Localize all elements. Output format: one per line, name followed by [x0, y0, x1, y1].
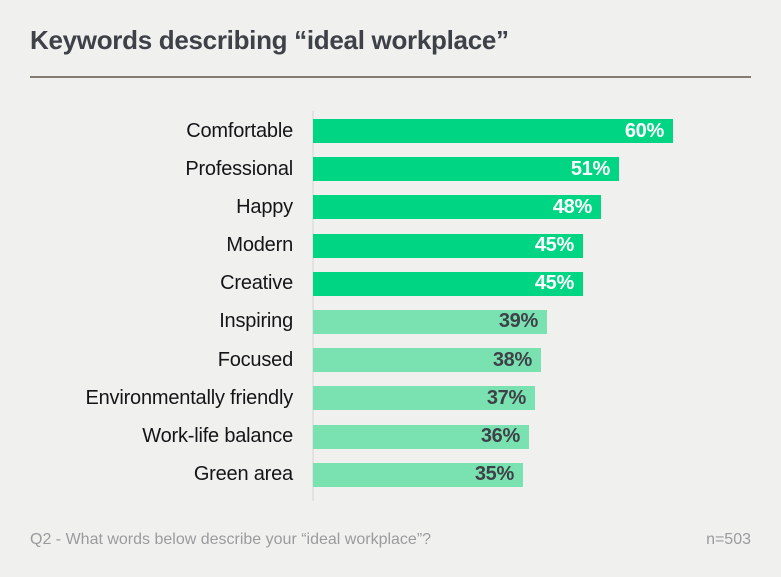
category-label: Happy	[236, 195, 293, 218]
bar: 38%	[313, 348, 541, 373]
bar: 45%	[313, 233, 583, 258]
bar-track: 60%	[313, 119, 751, 143]
chart-footer: Q2 - What words below describe your “ide…	[30, 531, 751, 549]
bar-track: 45%	[313, 233, 751, 258]
value-label: 35%	[474, 463, 514, 486]
chart-row: Environmentally friendly 37%	[30, 386, 751, 411]
value-label: 38%	[492, 348, 532, 371]
bar: 51%	[313, 157, 619, 182]
value-label: 60%	[624, 119, 664, 142]
category-label: Work-life balance	[142, 425, 293, 447]
bar: 39%	[313, 309, 547, 334]
bar-chart: Comfortable 60% Professional 51% Happy 48% Mod…	[30, 119, 751, 487]
chart-row: Happy 48%	[30, 195, 751, 220]
title-divider	[30, 76, 751, 78]
bar: 35%	[313, 462, 523, 487]
category-label: Professional	[185, 157, 293, 180]
bar-track: 39%	[313, 309, 751, 334]
sample-size: n=503	[706, 531, 751, 548]
bar: 60%	[313, 119, 673, 143]
bar-track: 36%	[313, 424, 751, 449]
category-label: Green area	[193, 463, 293, 486]
bar-track: 51%	[313, 157, 751, 182]
bar: 45%	[313, 271, 583, 296]
chart-row: Focused 38%	[30, 348, 751, 373]
bar-track: 45%	[313, 271, 751, 296]
category-label: Environmentally friendly	[85, 386, 293, 409]
chart-row: Creative 45%	[30, 271, 751, 296]
bar-track: 38%	[313, 348, 751, 373]
chart-row: Modern 45%	[30, 233, 751, 258]
bar-track: 37%	[313, 386, 751, 411]
chart-row: Work-life balance 36%	[30, 424, 751, 449]
chart-axis-line	[312, 111, 314, 501]
bar-track: 35%	[313, 462, 751, 487]
bar: 36%	[313, 424, 529, 449]
category-label: Focused	[217, 348, 294, 371]
value-label: 45%	[534, 234, 574, 257]
chart-row: Professional 51%	[30, 157, 751, 182]
value-label: 39%	[498, 310, 538, 333]
page-title: Keywords describing “ideal workplace”	[30, 25, 509, 55]
value-label: 36%	[480, 425, 520, 447]
value-label: 51%	[570, 157, 610, 180]
bar-track: 48%	[313, 195, 751, 220]
chart-row: Comfortable 60%	[30, 119, 751, 143]
bar: 48%	[313, 195, 601, 220]
category-label: Comfortable	[186, 119, 293, 142]
category-label: Modern	[226, 234, 293, 257]
footnote-question: Q2 - What words below describe your “ide…	[30, 531, 432, 548]
category-label: Inspiring	[219, 310, 293, 333]
value-label: 37%	[486, 386, 526, 409]
chart-row: Green area 35%	[30, 462, 751, 487]
value-label: 48%	[552, 195, 592, 218]
value-label: 45%	[534, 272, 574, 295]
bar: 37%	[313, 386, 535, 411]
category-label: Creative	[220, 272, 293, 295]
chart-row: Inspiring 39%	[30, 309, 751, 334]
